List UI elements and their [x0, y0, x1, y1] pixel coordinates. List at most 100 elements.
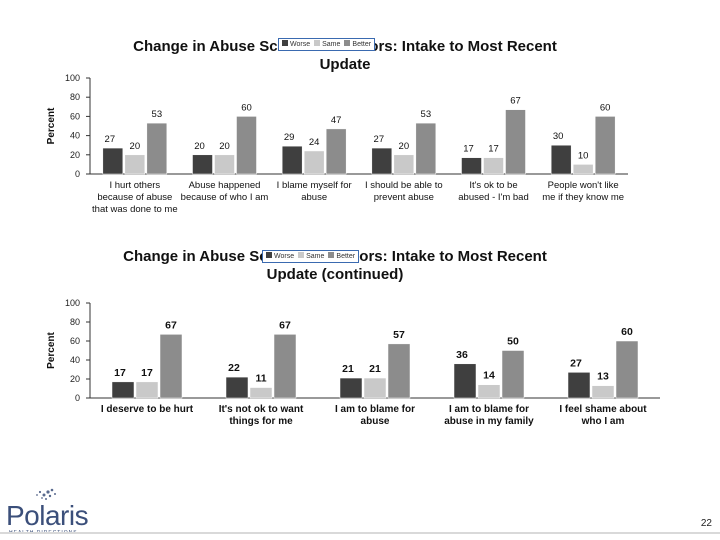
category-label: People won't like me if they know me: [542, 180, 624, 203]
category-label: It's not ok to want things for me: [219, 404, 304, 427]
bar-worse: [371, 147, 393, 175]
data-label-better: 53: [421, 109, 432, 120]
data-label-same: 21: [369, 363, 381, 375]
legend-item-same: Same: [298, 251, 324, 262]
bar-worse: [461, 157, 482, 175]
y-tick-label: 100: [65, 298, 80, 308]
category-label: It's ok to be abused - I'm bad: [458, 180, 528, 203]
bar-same: [393, 154, 415, 175]
data-label-better: 67: [279, 319, 291, 331]
category-label: I am to blame for abuse in my family: [444, 404, 534, 427]
bar-better: [146, 122, 168, 175]
data-label-same: 10: [578, 150, 589, 161]
chart-2: Percent 0 20 40 60 80 100 17 17 67 I deserve to be…: [46, 298, 660, 427]
legend-item-worse: Worse: [266, 251, 294, 262]
y-tick-label: 0: [75, 393, 80, 403]
data-label-worse: 36: [456, 349, 468, 361]
legend-item-better: Better: [328, 251, 355, 262]
chart-1-legend: Worse Same Better: [278, 38, 376, 51]
data-label-worse: 21: [342, 363, 354, 375]
bar-worse: [225, 376, 249, 399]
data-label-worse: 27: [105, 134, 116, 145]
page-number: 22: [700, 518, 712, 529]
data-label-worse: 17: [463, 144, 474, 155]
bar-better: [415, 122, 437, 175]
data-label-better: 57: [393, 329, 405, 341]
bar-better: [159, 334, 183, 399]
data-label-better: 50: [507, 336, 519, 348]
data-label-same: 11: [255, 373, 266, 385]
legend-item-worse: Worse: [282, 39, 310, 50]
bar-worse: [339, 377, 363, 399]
y-axis-label: Percent: [46, 107, 57, 144]
data-label-better: 53: [152, 109, 163, 120]
category-label: I blame myself for abuse: [277, 180, 352, 203]
bar-better: [387, 343, 411, 399]
legend-swatch-worse: [282, 40, 288, 46]
data-label-same: 20: [130, 141, 141, 152]
y-tick-label: 100: [65, 73, 80, 83]
data-label-worse: 30: [553, 131, 564, 142]
y-tick-label: 20: [70, 150, 80, 160]
data-label-worse: 27: [374, 134, 385, 145]
category-label: Abuse happened because of who I am: [181, 180, 269, 203]
polaris-logo-icon: [36, 488, 56, 500]
logo-wordmark: Polaris: [6, 500, 89, 531]
bar-better: [594, 116, 616, 175]
bar-worse: [567, 372, 591, 399]
data-label-better: 67: [165, 319, 177, 331]
bar-same: [124, 154, 146, 175]
y-axis-label: Percent: [46, 331, 57, 368]
category-label: I hurt others because of abuse that was do…: [92, 180, 178, 215]
data-label-better: 60: [241, 102, 252, 113]
bar-worse: [111, 381, 135, 399]
y-tick-label: 60: [70, 111, 80, 121]
bar-better: [501, 350, 525, 399]
bar-same: [483, 157, 504, 175]
data-label-same: 17: [488, 144, 499, 155]
bar-same: [135, 381, 159, 399]
legend-swatch-better: [328, 252, 335, 258]
data-label-same: 24: [309, 137, 320, 148]
category-label: I feel shame about who I am: [559, 404, 647, 427]
bar-same: [591, 385, 615, 399]
data-label-better: 60: [621, 326, 633, 338]
bar-better: [505, 109, 526, 175]
legend-swatch-same: [298, 252, 305, 258]
y-tick-label: 20: [70, 374, 80, 384]
bar-worse: [102, 147, 124, 175]
y-tick-label: 80: [70, 92, 80, 102]
y-tick-label: 60: [70, 336, 80, 346]
bar-worse: [453, 363, 477, 399]
data-label-same: 20: [219, 141, 230, 152]
y-tick-label: 40: [70, 355, 80, 365]
data-label-same: 17: [141, 367, 153, 379]
data-label-worse: 22: [228, 362, 240, 374]
data-label-worse: 29: [284, 132, 295, 143]
y-tick-label: 40: [70, 131, 80, 141]
footer-divider: [0, 532, 720, 534]
bar-same: [572, 164, 594, 175]
legend-swatch-same: [314, 40, 321, 46]
category-label: I should be able to prevent abuse: [365, 180, 443, 203]
legend-item-same: Same: [314, 39, 340, 50]
legend-swatch-better: [344, 40, 351, 46]
bar-same: [249, 387, 273, 399]
bar-same: [303, 150, 325, 175]
data-label-same: 14: [483, 370, 495, 382]
bar-better: [236, 116, 257, 175]
bar-worse: [550, 144, 572, 175]
y-tick-label: 0: [75, 169, 80, 179]
data-label-worse: 27: [570, 357, 582, 369]
chart-1: Percent 0 20 40 60 80 100 27 20 53 I hurt others be…: [46, 73, 628, 215]
bar-better: [273, 334, 297, 399]
bar-better: [615, 340, 639, 399]
bar-same: [214, 154, 235, 175]
bar-worse: [192, 154, 213, 175]
category-label: I deserve to be hurt: [101, 404, 194, 415]
data-label-worse: 20: [194, 141, 205, 152]
legend-item-better: Better: [344, 39, 371, 50]
chart-2-legend: Worse Same Better: [262, 250, 360, 263]
legend-swatch-worse: [266, 252, 272, 258]
y-tick-label: 80: [70, 317, 80, 327]
